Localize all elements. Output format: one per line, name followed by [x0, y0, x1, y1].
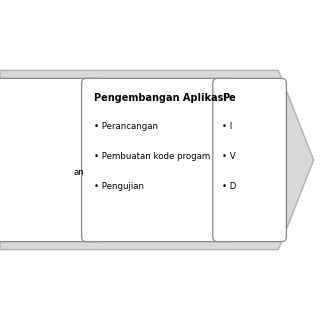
Text: an: an: [74, 168, 84, 177]
Text: • Perancangan: • Perancangan: [94, 122, 158, 131]
FancyBboxPatch shape: [213, 78, 286, 242]
Text: • V: • V: [222, 152, 236, 161]
FancyBboxPatch shape: [82, 78, 232, 242]
FancyBboxPatch shape: [0, 78, 101, 242]
Polygon shape: [0, 70, 314, 250]
Text: • Pengujian: • Pengujian: [94, 182, 144, 191]
Text: • Pembuatan kode progam: • Pembuatan kode progam: [94, 152, 211, 161]
Text: Pe: Pe: [222, 93, 236, 103]
Text: • I: • I: [222, 122, 233, 131]
Text: • D: • D: [222, 182, 237, 191]
Text: Pengembangan Aplikasi: Pengembangan Aplikasi: [94, 93, 227, 103]
